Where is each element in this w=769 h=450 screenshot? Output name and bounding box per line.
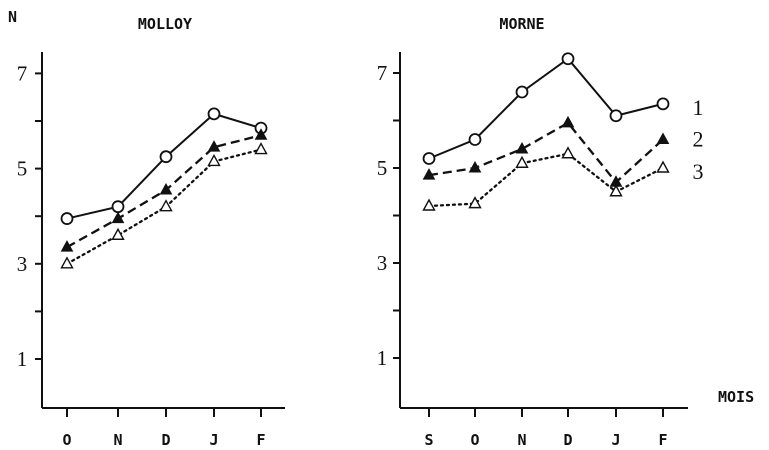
marks bbox=[60, 107, 268, 269]
y-tick-label: 5 bbox=[377, 156, 388, 180]
series-1-point bbox=[159, 150, 173, 164]
chart-molloy: MOLLOY 1 3 5 7 O N D J F bbox=[17, 15, 285, 449]
series-3-point bbox=[60, 256, 74, 269]
x-axis-label: MOIS bbox=[718, 388, 754, 406]
series-3-point bbox=[515, 155, 529, 168]
x-tick-label: F bbox=[658, 431, 667, 449]
series-2-point bbox=[468, 160, 482, 173]
series-1-point bbox=[515, 85, 529, 99]
series-1-point bbox=[468, 133, 482, 146]
series-3-point bbox=[656, 160, 670, 173]
ticks: 1 3 5 7 S O N D J F bbox=[377, 61, 668, 449]
chart-title: MOLLOY bbox=[138, 15, 192, 33]
series-3-point bbox=[561, 146, 575, 159]
series-3-line bbox=[427, 152, 665, 208]
series-3-point bbox=[207, 154, 221, 167]
marks bbox=[422, 52, 670, 211]
series-2-point bbox=[207, 140, 221, 152]
series-labels: 1 2 3 bbox=[693, 95, 704, 184]
y-tick-label: 7 bbox=[377, 61, 388, 85]
x-tick-label: D bbox=[563, 431, 572, 449]
series-2-point bbox=[159, 182, 173, 195]
series-3-point bbox=[111, 227, 125, 240]
y-tick-label: 3 bbox=[377, 251, 388, 275]
y-tick-label: 1 bbox=[377, 346, 388, 370]
x-tick-label: O bbox=[62, 431, 71, 449]
series-3-point bbox=[159, 199, 173, 212]
series-3-point bbox=[468, 196, 482, 209]
x-tick-label: J bbox=[209, 431, 218, 449]
chart-morne: MORNE 1 3 5 7 S O N D J F 1 2 3 bbox=[377, 15, 704, 449]
series-1-point bbox=[111, 200, 125, 214]
series-2-point bbox=[656, 132, 670, 144]
series-label: 1 bbox=[693, 95, 704, 120]
series-1-line bbox=[428, 57, 664, 160]
series-label: 2 bbox=[693, 127, 704, 152]
x-tick-label: D bbox=[161, 431, 170, 449]
x-tick-label: O bbox=[470, 431, 479, 449]
series-1-point bbox=[60, 212, 74, 225]
series-3-point bbox=[609, 184, 623, 197]
y-tick-label: 5 bbox=[17, 157, 28, 181]
x-tick-label: N bbox=[113, 431, 122, 449]
series-1-point bbox=[207, 107, 221, 121]
series-1-point bbox=[656, 97, 670, 111]
x-tick-label: J bbox=[611, 431, 620, 449]
series-3-point bbox=[254, 142, 268, 155]
series-2-point bbox=[254, 128, 268, 140]
series-2-point bbox=[60, 240, 74, 252]
series-2-line bbox=[428, 121, 664, 184]
series-2-point bbox=[111, 211, 125, 224]
y-axis-label: N bbox=[8, 8, 17, 26]
series-label: 3 bbox=[693, 159, 704, 184]
ticks: 1 3 5 7 O N D J F bbox=[17, 61, 266, 449]
series-2-point bbox=[515, 141, 529, 154]
x-tick-label: N bbox=[517, 431, 526, 449]
series-1-point bbox=[561, 52, 575, 66]
y-tick-label: 7 bbox=[17, 61, 28, 85]
x-tick-label: F bbox=[256, 431, 265, 449]
y-tick-label: 3 bbox=[17, 252, 28, 276]
series-2-point bbox=[422, 168, 436, 180]
series-1-point bbox=[609, 109, 623, 123]
series-1-point bbox=[422, 152, 436, 165]
series-3-point bbox=[422, 198, 436, 211]
series-2-point bbox=[561, 115, 575, 128]
chart-title: MORNE bbox=[499, 15, 544, 33]
y-tick-label: 1 bbox=[17, 347, 28, 371]
x-tick-label: S bbox=[424, 431, 433, 449]
